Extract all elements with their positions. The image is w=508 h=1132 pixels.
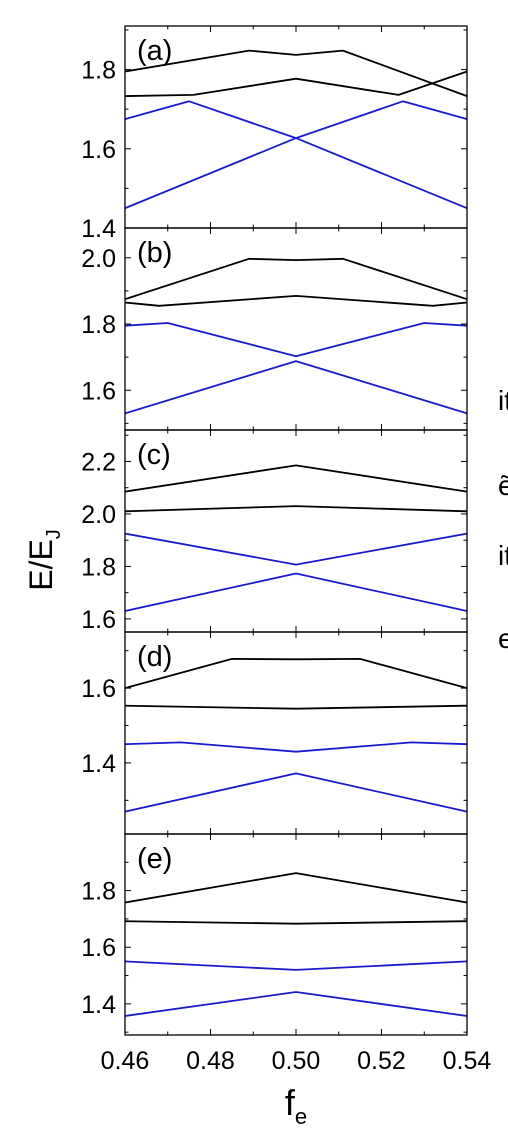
series-line-b-2	[124, 294, 468, 307]
y-axis-title-main: E/E	[23, 539, 59, 591]
series-line-e-2	[124, 920, 468, 925]
y-tick-label: 1.6	[81, 675, 116, 703]
series-line-c-2	[124, 505, 468, 513]
panel-a: 1.4 1.6 1.8 (a)	[81, 25, 468, 243]
panel-label-b: (b)	[137, 237, 172, 269]
y-tick-label: 2.2	[81, 448, 116, 476]
plot-frame	[124, 631, 468, 835]
x-tick-label: 0.46	[101, 1047, 150, 1075]
series-line-a-4	[124, 100, 468, 210]
panel-label-c: (c)	[137, 439, 171, 471]
y-axis-title: E/EJ	[23, 529, 65, 591]
x-axis-title-subscript: e	[295, 1104, 307, 1129]
series-line-d-3	[124, 741, 468, 753]
series-line-e-4	[124, 991, 468, 1017]
y-tick-label: 1.8	[81, 553, 116, 581]
plot-frame	[124, 833, 468, 1036]
series-line-e-3	[124, 960, 468, 971]
series-line-b-1	[124, 257, 468, 301]
right-edge-cut-text: it ẽ it e	[498, 385, 508, 654]
plot-frame	[124, 227, 468, 431]
y-tick-label: 1.6	[81, 934, 116, 962]
chart-panels: 1.41.61.8(a)1.61.82.0 (b)1.61.82.02.2 (c)1…	[81, 25, 492, 1075]
y-tick-label: 1.4	[81, 991, 116, 1019]
x-tick-label: 0.54	[443, 1047, 492, 1075]
series-line-a-2	[124, 70, 468, 97]
panel-label-e: (e)	[137, 843, 172, 875]
x-tick-label: 0.52	[357, 1047, 406, 1075]
right-edge-glyph: it	[498, 385, 508, 416]
series-line-e-1	[124, 872, 468, 904]
y-tick-label: 1.8	[81, 878, 116, 906]
y-tick-label: 1.4	[81, 750, 116, 778]
plot-frame	[124, 25, 468, 229]
series-line-d-4	[124, 772, 468, 813]
plot-frame	[124, 429, 468, 633]
y-tick-label: 2.0	[81, 501, 116, 529]
panel-b: 1.6 1.8 2.0 (b)	[81, 227, 468, 431]
x-tick-label: 0.48	[186, 1047, 235, 1075]
y-tick-label: 1.8	[81, 311, 116, 339]
y-tick-label: 1.4	[81, 215, 116, 243]
x-tick-label: 0.50	[272, 1047, 321, 1075]
panel-label-d: (d)	[137, 641, 172, 673]
x-axis-title: fe	[285, 1082, 307, 1129]
panel-label-a: (a)	[137, 35, 172, 67]
series-line-d-1	[124, 658, 468, 689]
y-tick-label: 1.6	[81, 606, 116, 634]
panel-d: 1.4 1.6 (d)	[81, 631, 468, 835]
y-tick-label: 1.6	[81, 377, 116, 405]
panel-e: 1.4 1.6 1.8 (e) 0.46 0.48 0.50 0.52 0.54	[81, 833, 492, 1075]
series-line-b-3	[124, 322, 468, 358]
right-edge-glyph: it	[498, 540, 508, 571]
y-tick-label: 1.8	[81, 57, 116, 85]
y-tick-label: 2.0	[81, 245, 116, 273]
right-edge-glyph: ẽ	[498, 470, 508, 501]
series-line-c-3	[124, 532, 468, 566]
series-line-a-3	[124, 100, 468, 210]
x-axis-title-main: f	[285, 1082, 296, 1123]
series-line-a-1	[124, 49, 468, 97]
right-edge-glyph: e	[498, 623, 508, 654]
series-line-b-4	[124, 360, 468, 415]
panel-c: 1.6 1.8 2.0 2.2 (c)	[81, 429, 468, 634]
series-line-c-4	[124, 572, 468, 612]
y-tick-label: 1.6	[81, 136, 116, 164]
series-line-c-1	[124, 464, 468, 493]
series-line-d-2	[124, 704, 468, 710]
y-axis-title-subscript: J	[43, 529, 65, 539]
